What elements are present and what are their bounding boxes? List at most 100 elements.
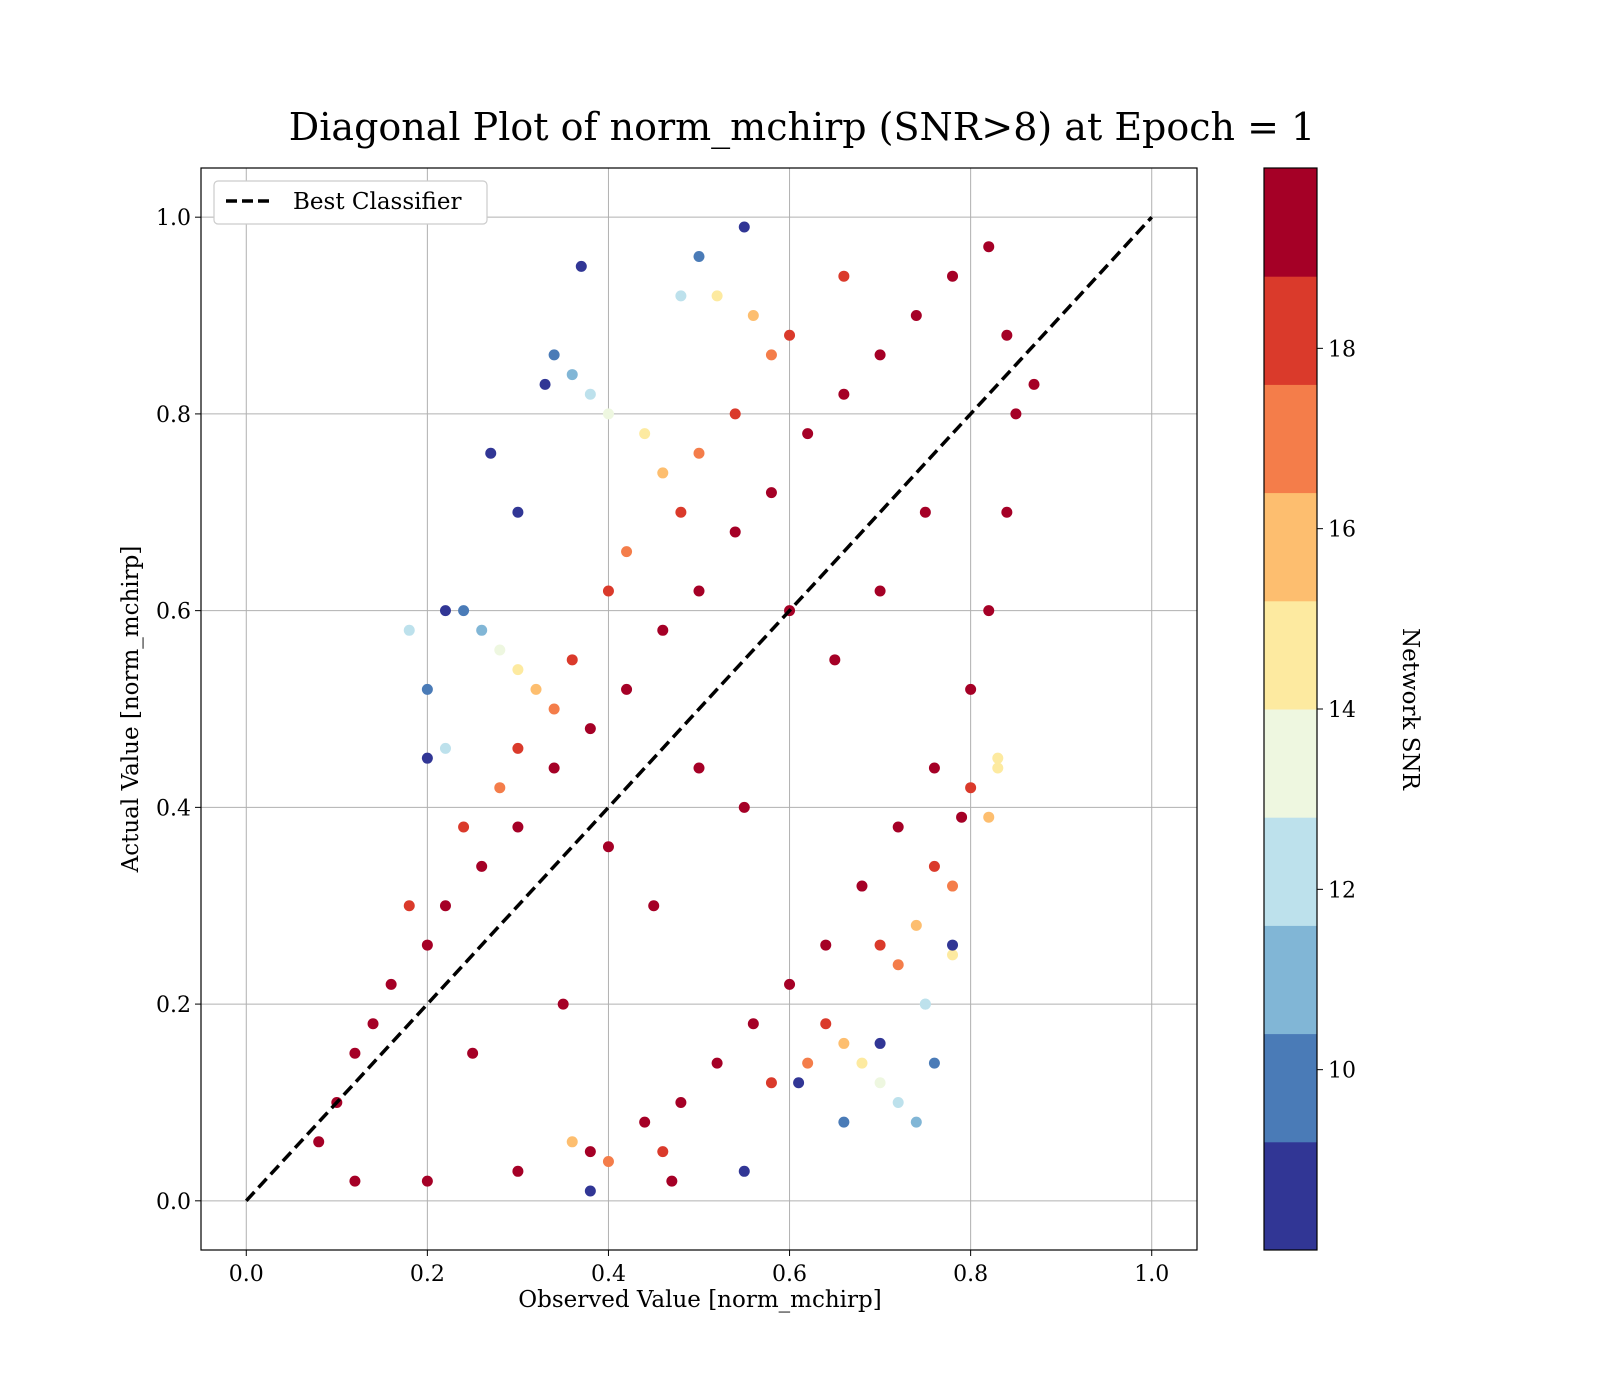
scatter-point bbox=[693, 447, 705, 459]
legend-label-best-classifier: Best Classifier bbox=[293, 189, 461, 215]
x-tick-label: 1.0 bbox=[1134, 1262, 1169, 1287]
scatter-point bbox=[947, 949, 959, 961]
x-axis-ticks: 0.0 0.2 0.4 0.6 0.8 1.0 bbox=[229, 1250, 1169, 1287]
scatter-point bbox=[983, 605, 995, 617]
scatter-point bbox=[530, 683, 542, 695]
scatter-point bbox=[1028, 378, 1040, 390]
scatter-point bbox=[621, 546, 633, 558]
scatter-point bbox=[575, 260, 587, 272]
scatter-point bbox=[874, 1077, 886, 1089]
scatter-point bbox=[385, 978, 397, 990]
scatter-point bbox=[820, 939, 832, 951]
colorbar-label: Network SNR bbox=[1397, 628, 1423, 791]
scatter-point bbox=[403, 900, 415, 912]
scatter-point bbox=[838, 1116, 850, 1128]
scatter-point bbox=[485, 447, 497, 459]
scatter-point bbox=[548, 703, 560, 715]
scatter-point bbox=[793, 1077, 805, 1089]
scatter-point bbox=[910, 1116, 922, 1128]
scatter-point bbox=[675, 290, 687, 302]
scatter-point bbox=[747, 310, 759, 322]
scatter-point bbox=[693, 251, 705, 263]
scatter-point bbox=[856, 880, 868, 892]
colorbar-bin bbox=[1264, 168, 1317, 277]
x-tick-label: 0.8 bbox=[953, 1262, 988, 1287]
scatter-point bbox=[765, 487, 777, 499]
scatter-point bbox=[584, 1146, 596, 1158]
scatter-point bbox=[738, 1165, 750, 1177]
scatter-point bbox=[421, 683, 433, 695]
chart-title: Diagonal Plot of norm_mchirp (SNR>8) at … bbox=[289, 105, 1315, 150]
scatter-point bbox=[784, 329, 796, 341]
scatter-point bbox=[856, 1057, 868, 1069]
scatter-point bbox=[829, 654, 841, 666]
scatter-point bbox=[729, 408, 741, 420]
reference-line-layer bbox=[244, 215, 1154, 1203]
y-tick-label: 0.0 bbox=[156, 1190, 191, 1215]
colorbar-bin bbox=[1264, 1141, 1317, 1251]
colorbar-tick-label: 12 bbox=[1328, 878, 1356, 903]
colorbar-bin bbox=[1264, 600, 1317, 710]
scatter-point bbox=[820, 1018, 832, 1030]
best-classifier-line bbox=[244, 215, 1154, 1203]
colorbar: 10 12 14 16 18 bbox=[1263, 167, 1356, 1251]
scatter-point bbox=[892, 1096, 904, 1108]
scatter-point bbox=[602, 585, 614, 597]
scatter-point bbox=[639, 1116, 651, 1128]
scatter-point bbox=[983, 811, 995, 823]
scatter-point bbox=[439, 742, 451, 754]
scatter-point bbox=[947, 880, 959, 892]
scatter-point bbox=[367, 1018, 379, 1030]
scatter-point bbox=[928, 762, 940, 774]
scatter-point bbox=[910, 919, 922, 931]
scatter-point bbox=[947, 270, 959, 282]
scatter-point bbox=[910, 310, 922, 322]
scatter-point bbox=[928, 1057, 940, 1069]
scatter-point bbox=[421, 939, 433, 951]
scatter-point bbox=[476, 624, 488, 636]
scatter-point bbox=[657, 1146, 669, 1158]
scatter-point bbox=[992, 752, 1004, 764]
scatter-point bbox=[675, 506, 687, 518]
scatter-point bbox=[512, 506, 524, 518]
scatter-point bbox=[467, 1047, 479, 1059]
scatter-point bbox=[711, 290, 723, 302]
scatter-point bbox=[621, 683, 633, 695]
scatter-point bbox=[983, 241, 995, 253]
scatter-point bbox=[802, 428, 814, 440]
scatter-point bbox=[439, 605, 451, 617]
scatter-point bbox=[512, 742, 524, 754]
colorbar-tick-label: 18 bbox=[1328, 337, 1356, 362]
colorbar-tick-label: 10 bbox=[1328, 1059, 1356, 1084]
scatter-point bbox=[602, 1155, 614, 1167]
scatter-point bbox=[874, 1037, 886, 1049]
scatter-point bbox=[838, 388, 850, 400]
scatter-point bbox=[874, 939, 886, 951]
colorbar-bin bbox=[1264, 276, 1317, 385]
y-tick-label: 0.4 bbox=[156, 796, 191, 821]
scatter-point bbox=[1010, 408, 1022, 420]
scatter-point bbox=[476, 860, 488, 872]
x-axis-label: Observed Value [norm_mchirp] bbox=[518, 1287, 881, 1313]
scatter-point bbox=[458, 605, 470, 617]
scatter-point bbox=[765, 1077, 777, 1089]
scatter-point bbox=[539, 378, 551, 390]
scatter-point bbox=[548, 762, 560, 774]
scatter-point bbox=[584, 388, 596, 400]
scatter-point bbox=[566, 369, 578, 381]
scatter-point bbox=[584, 1185, 596, 1197]
scatter-point bbox=[956, 811, 968, 823]
scatter-point bbox=[421, 752, 433, 764]
scatter-point bbox=[892, 821, 904, 833]
scatter-point bbox=[666, 1175, 678, 1187]
scatter-point bbox=[1001, 506, 1013, 518]
scatter-point bbox=[349, 1175, 361, 1187]
colorbar-bin bbox=[1264, 817, 1317, 926]
colorbar-bin bbox=[1264, 925, 1317, 1035]
legend: Best Classifier bbox=[213, 180, 488, 225]
scatter-point bbox=[566, 654, 578, 666]
y-tick-label: 0.6 bbox=[156, 600, 191, 625]
y-axis-ticks: 0.0 0.2 0.4 0.6 0.8 1.0 bbox=[156, 206, 201, 1215]
scatter-point bbox=[494, 782, 506, 794]
